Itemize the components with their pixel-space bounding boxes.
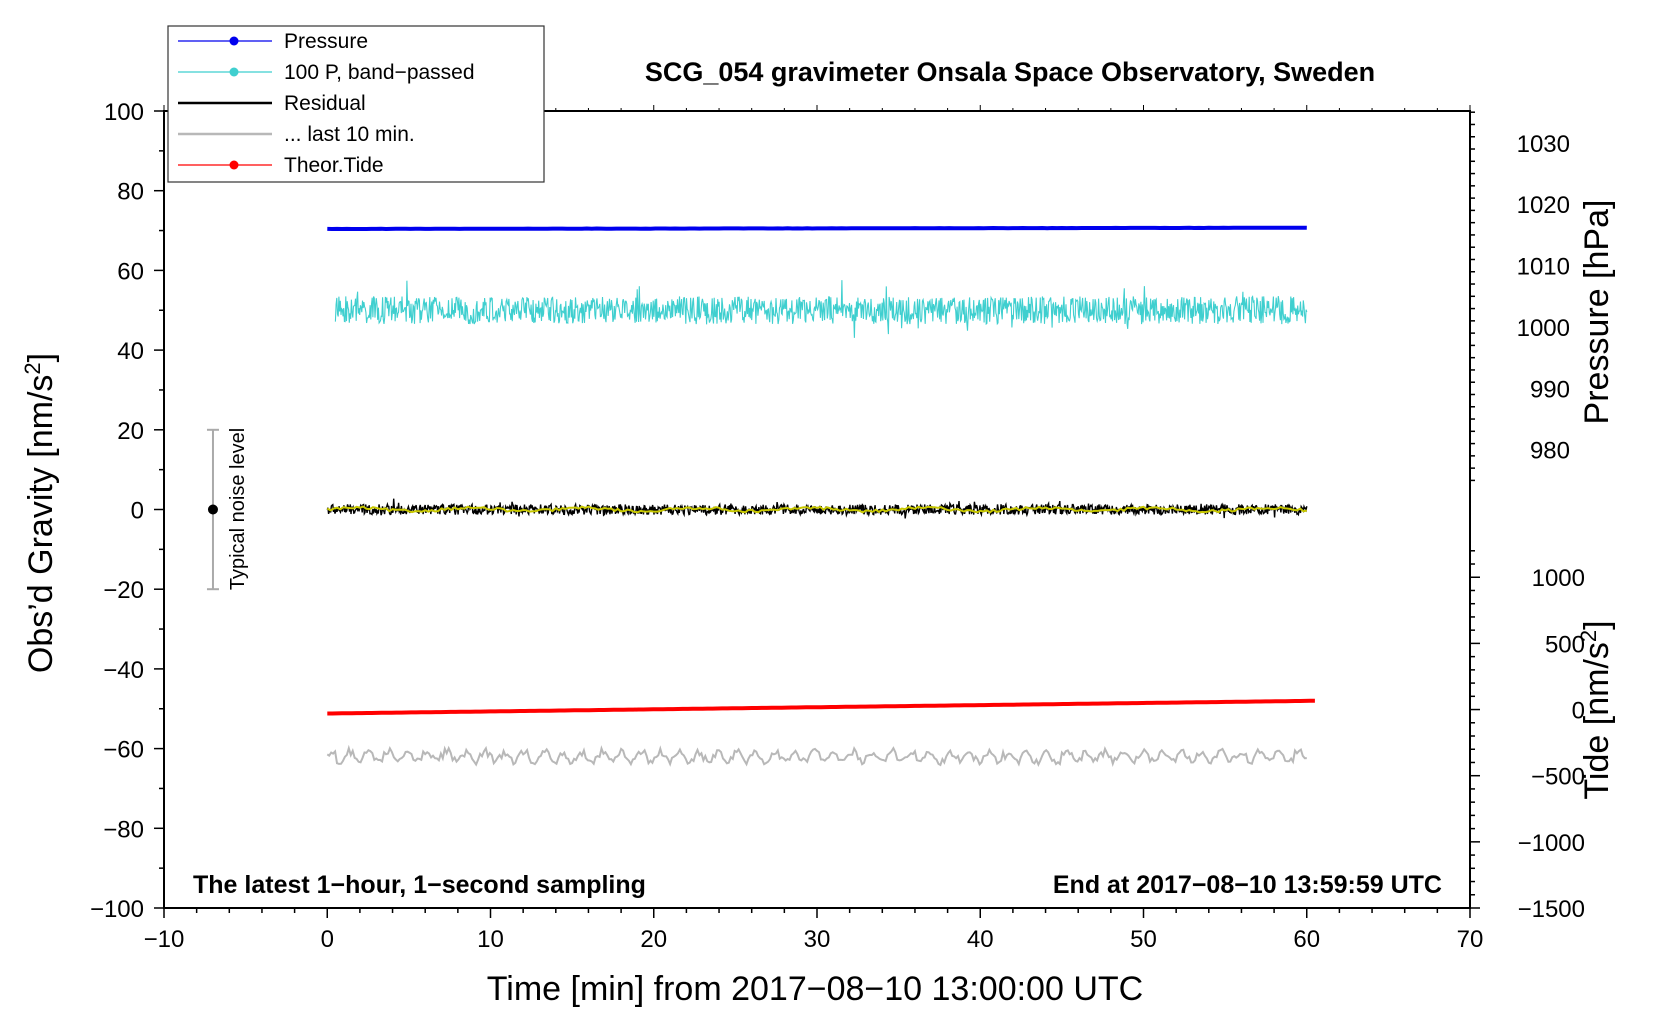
legend-entries: Pressure 100 P, band−passed Residual ... la… [178, 30, 475, 177]
x-tick-label: −10 [144, 926, 185, 953]
y-tick-label: 100 [104, 99, 144, 126]
y-axis-title-left: Obs’d Gravity [nm/s2] [20, 353, 60, 673]
legend: Pressure 100 P, band−passed Residual ... la… [167, 25, 545, 183]
tide-tick-label: −1500 [1518, 896, 1585, 923]
tide-tick-label: 1000 [1532, 565, 1585, 592]
legend-swatch-marker [229, 36, 239, 46]
series-residual-smoothed [326, 505, 1308, 514]
x-tick-label: 50 [1130, 926, 1157, 953]
series-pressure [327, 225, 1307, 231]
pressure-tick-label: 1020 [1517, 192, 1570, 219]
y-tick-label: −80 [103, 816, 144, 843]
legend-label: Residual [284, 92, 366, 115]
x-tick-label: 30 [804, 926, 831, 953]
tide-tick-label: 0 [1572, 698, 1585, 725]
y-tick-label: 0 [131, 498, 144, 525]
axes-layer: −10 0 10 20 30 40 50 60 70−100−80−60−40−20020406… [90, 99, 1585, 953]
noise-label: Typical noise level [227, 428, 249, 590]
y-tick-label: −20 [103, 577, 144, 604]
pressure-tick-label: 1000 [1517, 315, 1570, 342]
noise-center-dot [207, 504, 218, 515]
x-tick-label: 10 [477, 926, 504, 953]
y-tick-label: 80 [117, 179, 144, 206]
x-tick-label: 0 [321, 926, 334, 953]
legend-swatch-marker [229, 160, 239, 170]
legend-label: 100 P, band−passed [284, 61, 475, 84]
noise-indicator [206, 428, 219, 591]
pressure-tick-label: 980 [1530, 438, 1570, 465]
y-axis-title-left-main: Obs’d Gravity [nm/s [22, 375, 60, 674]
legend-label: Pressure [284, 30, 368, 53]
y-axis-title-tide-main: Tide [nm/s [1578, 642, 1616, 799]
series-band-passed-pressure [334, 280, 1308, 338]
x-tick-label: 40 [967, 926, 994, 953]
tide-tick-label: −500 [1531, 764, 1585, 791]
y-tick-label: 20 [117, 418, 144, 445]
pressure-tick-label: 990 [1530, 376, 1570, 403]
y-axis-title-pressure: Pressure [hPa] [1578, 200, 1616, 425]
y-axis-title-left-close: ] [22, 353, 60, 362]
y-axis-title-tide: Tide [nm/s2] [1576, 620, 1616, 799]
y-tick-label: −100 [90, 896, 144, 923]
y-tick-label: 60 [117, 258, 144, 285]
legend-label: ... last 10 min. [284, 123, 415, 146]
pressure-tick-label: 1010 [1517, 254, 1570, 281]
bottom-left-note: The latest 1−hour, 1−second sampling [193, 871, 646, 899]
x-axis-title: Time [min] from 2017−08−10 13:00:00 UTC [487, 970, 1143, 1008]
y-tick-label: −60 [103, 737, 144, 764]
series-layer [326, 225, 1315, 768]
y-axis-title-tide-close: ] [1578, 620, 1616, 629]
legend-swatch-marker [229, 67, 239, 77]
y-axis-title-tide-sup: 2 [1576, 630, 1601, 642]
series-last-10-min [326, 744, 1307, 768]
x-tick-label: 20 [640, 926, 667, 953]
tide-tick-label: 500 [1545, 631, 1585, 658]
tide-tick-label: −1000 [1518, 830, 1585, 857]
y-tick-label: −40 [103, 657, 144, 684]
series-theor-tide [327, 698, 1315, 716]
legend-label: Theor.Tide [284, 154, 384, 177]
x-tick-label: 60 [1293, 926, 1320, 953]
y-axis-title-left-sup: 2 [20, 362, 45, 374]
pressure-tick-label: 1030 [1517, 131, 1570, 158]
bottom-right-note: End at 2017−08−10 13:59:59 UTC [1053, 871, 1442, 899]
y-tick-label: 40 [117, 338, 144, 365]
chart-title: SCG_054 gravimeter Onsala Space Observat… [645, 57, 1375, 87]
x-tick-label: 70 [1457, 926, 1484, 953]
